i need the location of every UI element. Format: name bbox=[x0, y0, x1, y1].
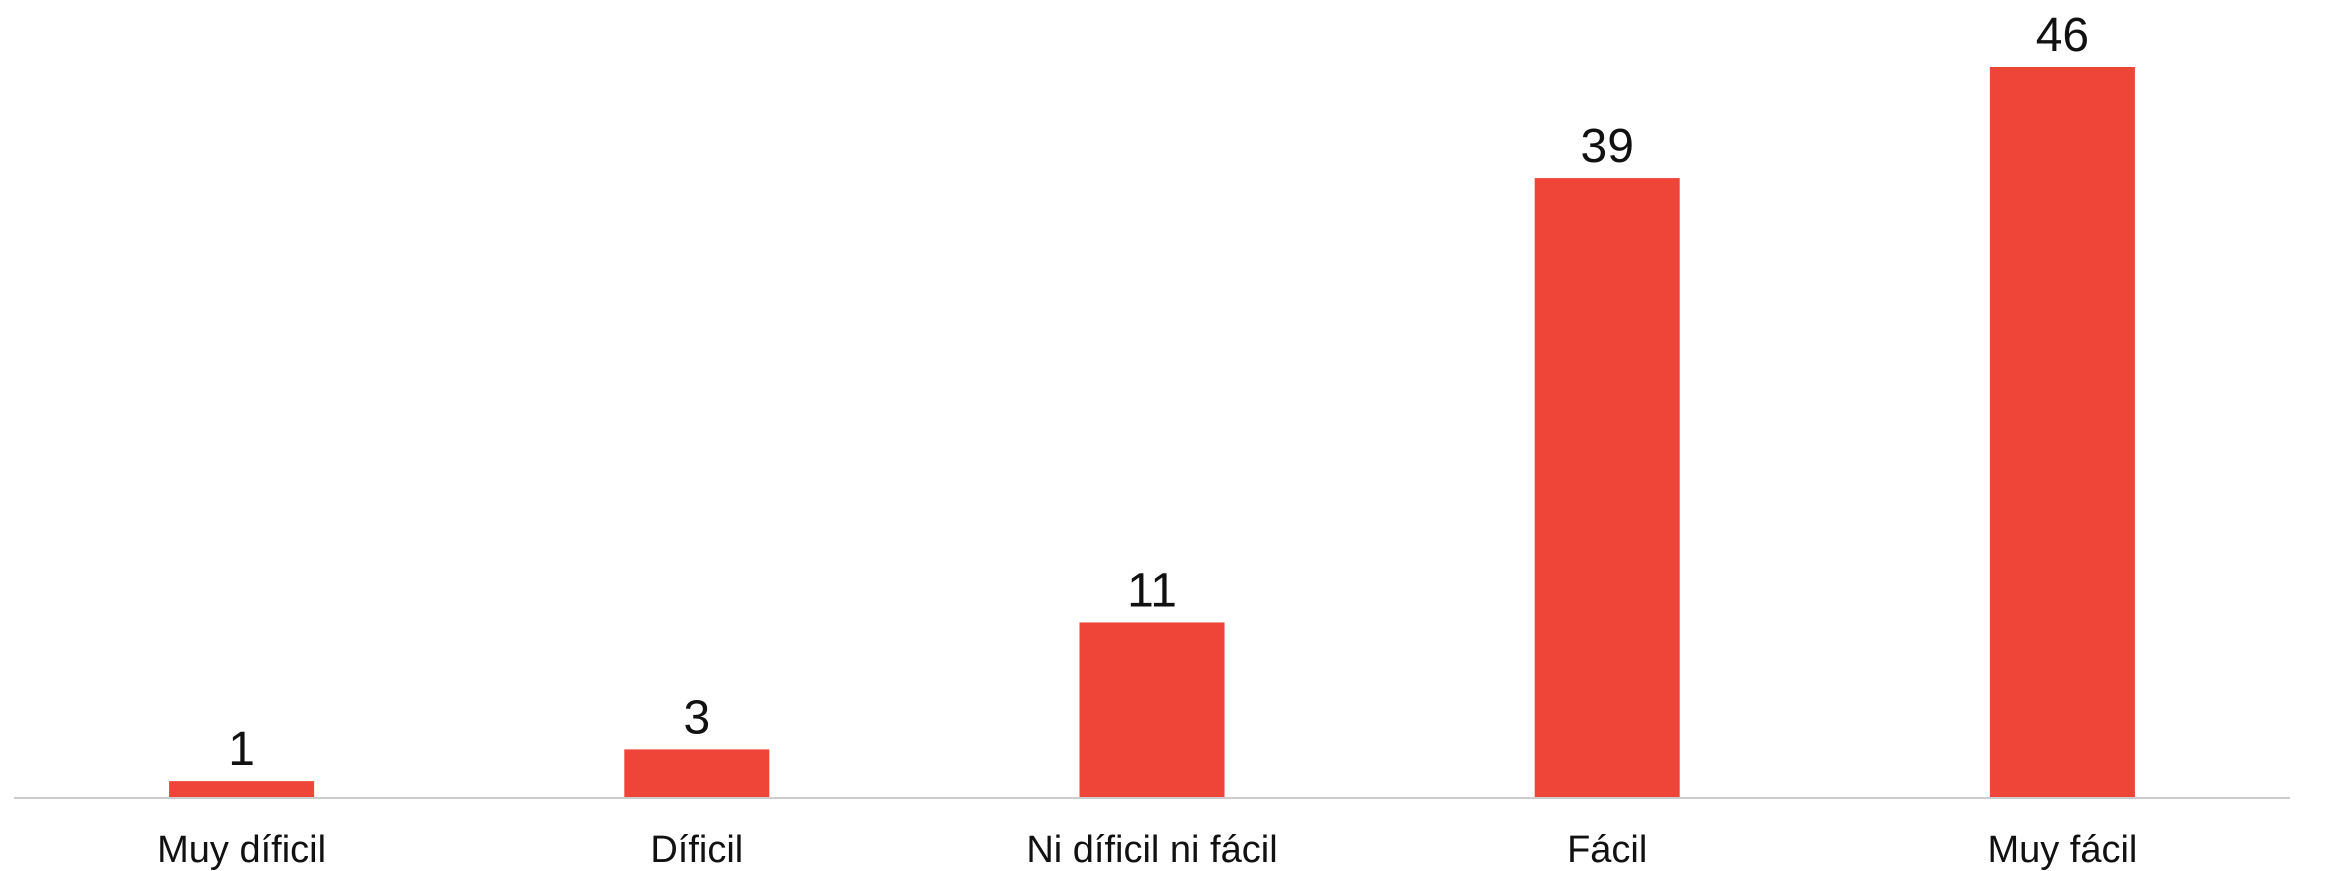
bar-3 bbox=[1079, 622, 1225, 797]
x-tick-label-1: Muy díficil bbox=[157, 829, 326, 871]
value-labels-group: 1 3 11 39 46 bbox=[228, 9, 2089, 776]
x-tick-label-2: Díficil bbox=[650, 829, 743, 871]
value-label-3: 11 bbox=[1127, 564, 1177, 617]
x-tick-label-3: Ni díficil ni fácil bbox=[1026, 829, 1277, 871]
bar-1 bbox=[169, 781, 315, 797]
x-tick-label-5: Muy fácil bbox=[1987, 829, 2137, 871]
value-label-4: 39 bbox=[1581, 120, 1634, 173]
x-tick-labels-group: Muy díficil Díficil Ni díficil ni fácil Fác… bbox=[157, 829, 2137, 871]
bar-4 bbox=[1534, 178, 1680, 797]
value-label-2: 3 bbox=[683, 691, 710, 744]
x-tick-label-4: Fácil bbox=[1567, 829, 1647, 871]
bar-5 bbox=[1989, 67, 2135, 797]
value-label-1: 1 bbox=[228, 723, 255, 776]
bar-2 bbox=[624, 749, 770, 797]
value-label-5: 46 bbox=[2036, 9, 2089, 62]
bars-group bbox=[169, 67, 2135, 797]
